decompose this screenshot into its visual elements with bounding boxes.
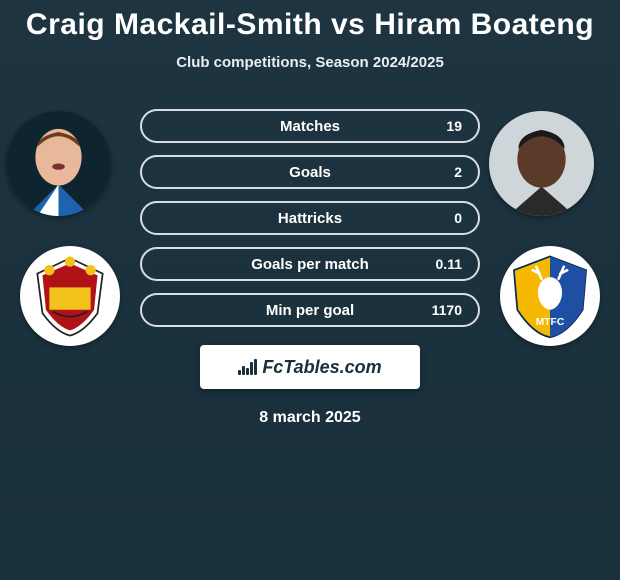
stat-value: 2 — [454, 164, 462, 180]
player-left-avatar — [6, 111, 111, 216]
brand-bars-icon — [238, 359, 256, 375]
brand-badge: FcTables.com — [200, 345, 420, 389]
stat-value: 0 — [454, 210, 462, 226]
stat-value: 19 — [446, 118, 462, 134]
stat-row-goals-per-match: Goals per match 0.11 — [140, 247, 480, 281]
stevenage-crest-icon — [27, 253, 113, 339]
stat-row-hattricks: Hattricks 0 — [140, 201, 480, 235]
brand-text: FcTables.com — [262, 357, 381, 378]
stat-row-goals: Goals 2 — [140, 155, 480, 189]
stat-label: Goals per match — [251, 256, 369, 273]
player-left-portrait-icon — [6, 111, 111, 216]
club-crest-right: MTFC — [500, 246, 600, 346]
svg-text:MTFC: MTFC — [536, 317, 565, 328]
comparison-stage: MTFC Matches 19 Goals 2 Hattricks 0 Goal… — [0, 101, 620, 427]
player-right-avatar — [489, 111, 594, 216]
stat-label: Goals — [289, 164, 331, 181]
subtitle: Club competitions, Season 2024/2025 — [0, 54, 620, 71]
stat-value: 1170 — [432, 302, 462, 318]
stat-rows: Matches 19 Goals 2 Hattricks 0 Goals per… — [140, 101, 480, 327]
stat-label: Matches — [280, 118, 340, 135]
stat-label: Min per goal — [266, 302, 354, 319]
mansfield-crest-icon: MTFC — [507, 253, 593, 339]
infographic-date: 8 march 2025 — [0, 409, 620, 427]
stat-label: Hattricks — [278, 210, 342, 227]
page-title: Craig Mackail-Smith vs Hiram Boateng — [0, 0, 620, 42]
stat-row-matches: Matches 19 — [140, 109, 480, 143]
club-crest-left — [20, 246, 120, 346]
stat-value: 0.11 — [436, 256, 462, 272]
player-right-portrait-icon — [489, 111, 594, 216]
stat-row-min-per-goal: Min per goal 1170 — [140, 293, 480, 327]
